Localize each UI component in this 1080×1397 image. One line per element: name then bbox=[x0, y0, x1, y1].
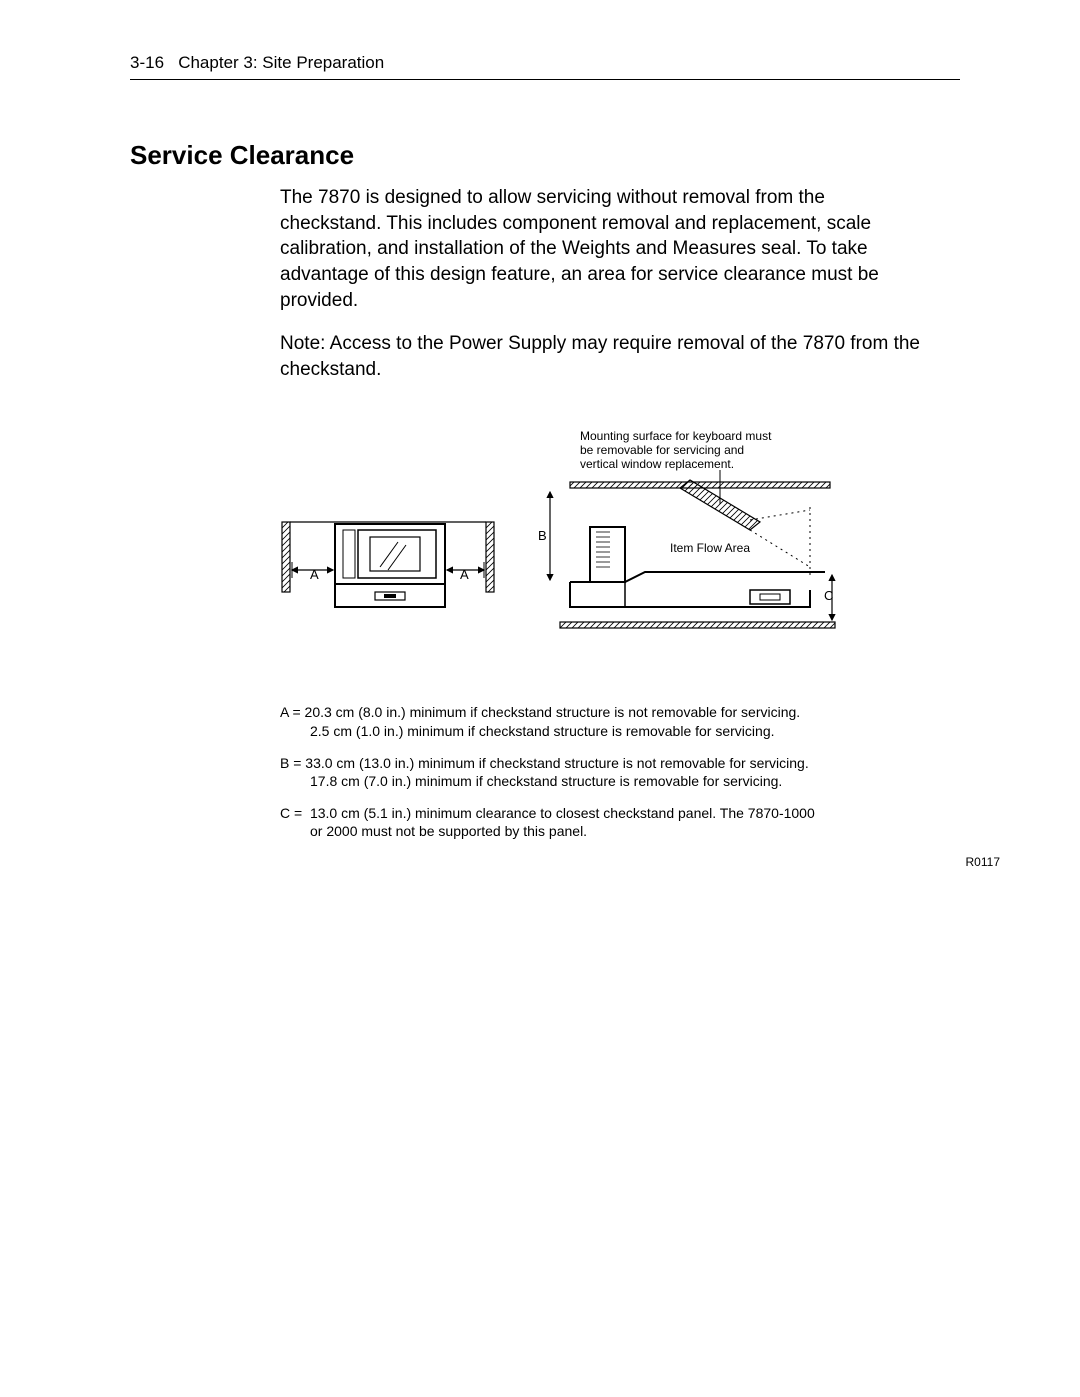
side-view: B C Item Flow Area Mounting surface for … bbox=[538, 429, 835, 628]
legend-item: A = 20.3 cm (8.0 in.) minimum if checkst… bbox=[280, 703, 850, 739]
legend-text: 20.3 cm (8.0 in.) minimum if checkstand … bbox=[305, 704, 801, 720]
page-number: 3-16 bbox=[130, 53, 164, 72]
item-flow-label: Item Flow Area bbox=[670, 541, 750, 555]
figure-id: R0117 bbox=[280, 855, 1000, 869]
caption-line: Mounting surface for keyboard must bbox=[580, 429, 772, 443]
legend-text: 13.0 cm (5.1 in.) minimum clearance to c… bbox=[310, 805, 815, 821]
top-view: A A bbox=[282, 522, 494, 607]
legend-key: A = bbox=[280, 704, 305, 720]
legend-key: C = bbox=[280, 805, 306, 821]
legend-text: 2.5 cm (1.0 in.) minimum if checkstand s… bbox=[280, 722, 850, 740]
section-heading: Service Clearance bbox=[130, 140, 960, 171]
caption-line: be removable for servicing and bbox=[580, 443, 744, 457]
technical-diagram: A A bbox=[280, 422, 840, 667]
dim-label-b: B bbox=[538, 528, 547, 543]
body-text: The 7870 is designed to allow servicing … bbox=[280, 185, 920, 382]
document-page: 3-16 Chapter 3: Site Preparation Service… bbox=[0, 0, 1080, 1397]
dimension-legend: A = 20.3 cm (8.0 in.) minimum if checkst… bbox=[280, 703, 850, 840]
chapter-title: Chapter 3: Site Preparation bbox=[178, 53, 384, 72]
running-header: 3-16 Chapter 3: Site Preparation bbox=[130, 53, 960, 80]
legend-item: C = 13.0 cm (5.1 in.) minimum clearance … bbox=[280, 804, 850, 840]
diagram-svg: A A bbox=[280, 422, 840, 662]
dim-label-a: A bbox=[310, 567, 319, 582]
caption-line: vertical window replacement. bbox=[580, 457, 734, 471]
dim-label-a: A bbox=[460, 567, 469, 582]
legend-text: 17.8 cm (7.0 in.) minimum if checkstand … bbox=[280, 772, 850, 790]
legend-key: B = bbox=[280, 755, 305, 771]
legend-item: B = 33.0 cm (13.0 in.) minimum if checks… bbox=[280, 754, 850, 790]
legend-text: 33.0 cm (13.0 in.) minimum if checkstand… bbox=[305, 755, 808, 771]
paragraph: Note: Access to the Power Supply may req… bbox=[280, 331, 920, 382]
legend-text: or 2000 must not be supported by this pa… bbox=[280, 822, 850, 840]
dim-label-c: C bbox=[824, 588, 833, 603]
paragraph: The 7870 is designed to allow servicing … bbox=[280, 185, 920, 313]
